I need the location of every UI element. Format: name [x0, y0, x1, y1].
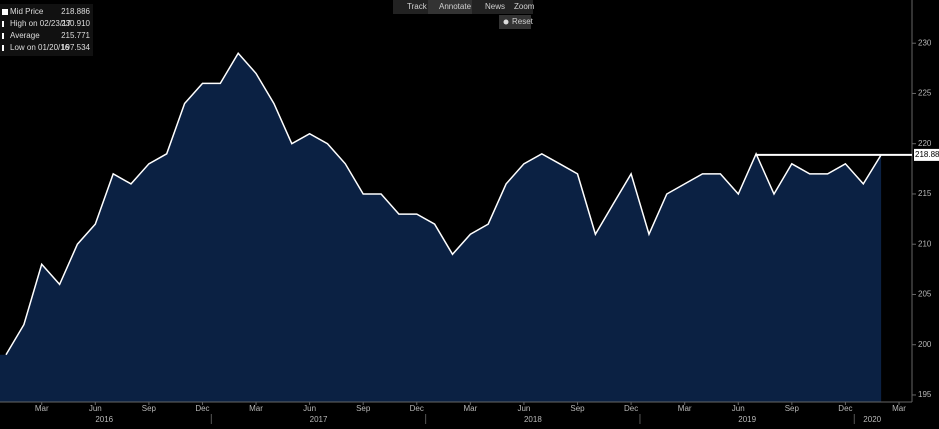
legend-bg [0, 4, 93, 56]
price-line [5, 52, 882, 356]
toolbar: Track Annotate News Zoom Reset [393, 0, 535, 29]
y-tick-label: 215 [918, 189, 932, 198]
legend-key [2, 21, 4, 27]
year-label: 2018 [524, 415, 542, 424]
toolbar-button[interactable]: Annotate [439, 2, 472, 11]
x-tick-label: Dec [624, 404, 638, 413]
y-tick-label: 230 [918, 38, 932, 47]
x-tick-label: Jun [89, 404, 102, 413]
x-tick-label: Sep [785, 404, 800, 413]
x-tick-label: Dec [195, 404, 209, 413]
x-tick-label: Sep [570, 404, 585, 413]
toolbar-active [428, 0, 472, 14]
year-label: 2017 [310, 415, 328, 424]
x-tick-label: Sep [142, 404, 157, 413]
toolbar-button[interactable]: Zoom [514, 2, 535, 11]
x-tick-label: Mar [249, 404, 263, 413]
x-tick-label: Mar [35, 404, 49, 413]
x-tick-label: Mar [892, 404, 906, 413]
toolbar-button[interactable]: Track [407, 2, 428, 11]
x-tick-label: Jun [732, 404, 745, 413]
y-tick-label: 205 [918, 290, 932, 299]
legend-value: 215.771 [61, 31, 90, 40]
x-tick-label: Jun [517, 404, 530, 413]
y-tick-label: 210 [918, 239, 932, 248]
reset-icon [503, 19, 509, 25]
x-tick-label: Dec [410, 404, 424, 413]
x-tick-label: Mar [678, 404, 692, 413]
x-tick-label: Sep [356, 404, 371, 413]
legend-label: Average [10, 31, 40, 40]
last-value-box [914, 148, 939, 161]
area [0, 53, 882, 403]
year-label: 2019 [738, 415, 756, 424]
y-tick-label: 195 [918, 390, 932, 399]
x-tick-label: Jun [303, 404, 316, 413]
legend-label: High on 02/23/17 [10, 19, 71, 28]
legend-label: Mid Price [10, 7, 44, 16]
legend-key [2, 45, 4, 51]
reset-bg [499, 15, 531, 29]
y-tick-label: 225 [918, 89, 932, 98]
year-label: 2020 [863, 415, 881, 424]
legend-key [2, 33, 4, 39]
year-label: 2016 [95, 415, 113, 424]
legend-value: 218.886 [61, 7, 90, 16]
x-tick-label: Dec [838, 404, 852, 413]
legend-value: 230.910 [61, 19, 90, 28]
x-tick-label: Mar [463, 404, 477, 413]
reset-button[interactable]: Reset [512, 17, 534, 26]
toolbar-button[interactable]: News [485, 2, 505, 11]
legend-value: 197.534 [61, 43, 90, 52]
legend-key [2, 9, 8, 15]
y-tick-label: 200 [918, 340, 932, 349]
legend-label: Low on 01/20/16 [10, 43, 70, 52]
y-tick-label: 220 [918, 139, 932, 148]
last-value-label: 218.886 [915, 150, 939, 159]
